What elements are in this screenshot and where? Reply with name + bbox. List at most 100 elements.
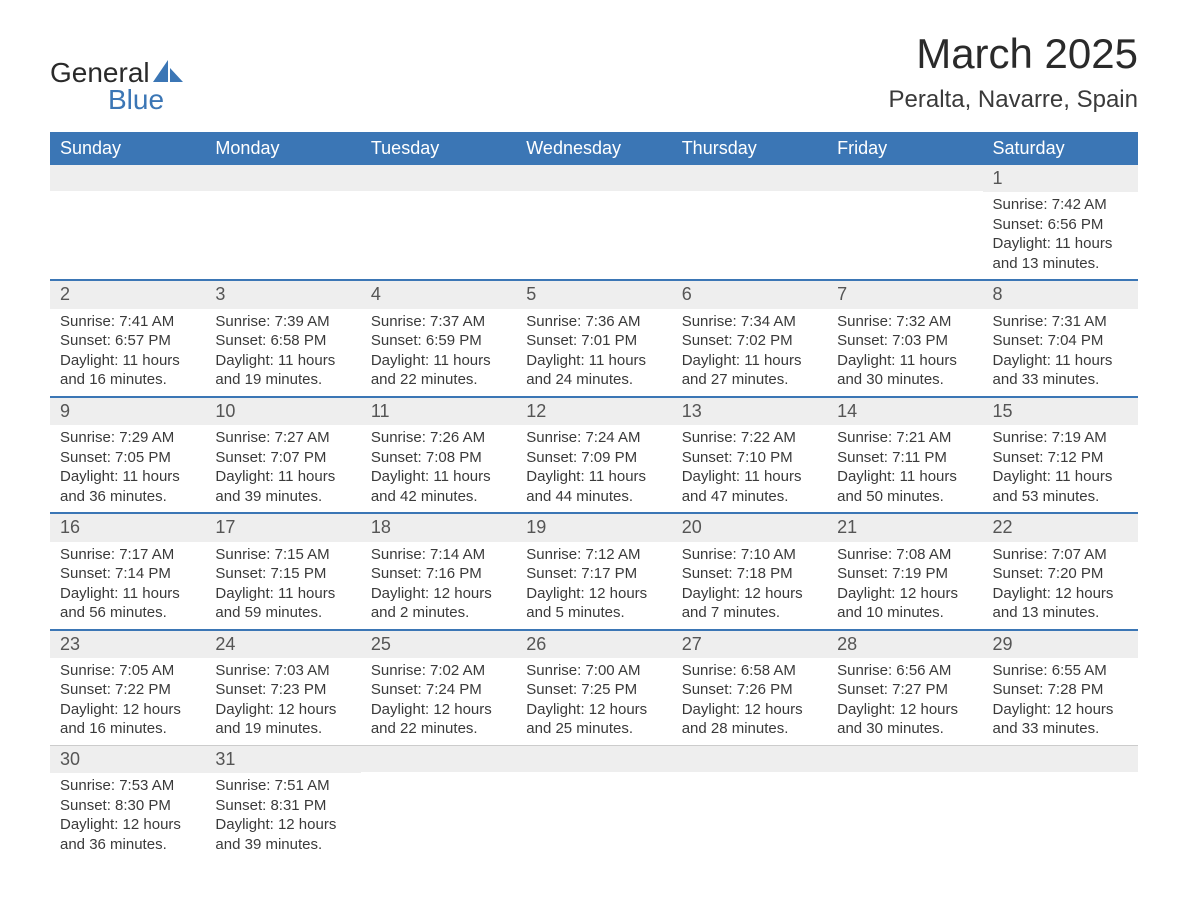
calendar-cell: 16Sunrise: 7:17 AMSunset: 7:14 PMDayligh… (50, 513, 205, 629)
sunset-line: Sunset: 7:23 PM (215, 680, 350, 700)
day-number: 14 (827, 398, 982, 425)
calendar-cell: 15Sunrise: 7:19 AMSunset: 7:12 PMDayligh… (983, 397, 1138, 513)
calendar-cell: 26Sunrise: 7:00 AMSunset: 7:25 PMDayligh… (516, 630, 671, 746)
daylight-line: and 36 minutes. (60, 487, 195, 507)
daylight-line: and 25 minutes. (526, 719, 661, 739)
daylight-line: Daylight: 12 hours (371, 584, 506, 604)
day-details: Sunrise: 7:00 AMSunset: 7:25 PMDaylight:… (516, 658, 671, 745)
day-details: Sunrise: 7:21 AMSunset: 7:11 PMDaylight:… (827, 425, 982, 512)
calendar-cell (205, 165, 360, 280)
daylight-line: Daylight: 12 hours (215, 815, 350, 835)
page-title: March 2025 (889, 30, 1138, 78)
sunset-line: Sunset: 7:09 PM (526, 448, 661, 468)
sunrise-line: Sunrise: 7:37 AM (371, 312, 506, 332)
sunrise-line: Sunrise: 7:21 AM (837, 428, 972, 448)
daylight-line: and 33 minutes. (993, 370, 1128, 390)
day-number: 6 (672, 281, 827, 308)
calendar-cell: 8Sunrise: 7:31 AMSunset: 7:04 PMDaylight… (983, 280, 1138, 396)
calendar-cell (983, 745, 1138, 860)
daylight-line: Daylight: 11 hours (215, 584, 350, 604)
daylight-line: and 16 minutes. (60, 719, 195, 739)
calendar-cell (516, 165, 671, 280)
day-details: Sunrise: 7:26 AMSunset: 7:08 PMDaylight:… (361, 425, 516, 512)
daylight-line: Daylight: 11 hours (371, 351, 506, 371)
weekday-header-row: Sunday Monday Tuesday Wednesday Thursday… (50, 132, 1138, 165)
sunrise-line: Sunrise: 7:31 AM (993, 312, 1128, 332)
daylight-line: Daylight: 11 hours (60, 467, 195, 487)
day-number: 29 (983, 631, 1138, 658)
daylight-line: Daylight: 11 hours (215, 351, 350, 371)
empty-day (50, 165, 205, 191)
day-number: 21 (827, 514, 982, 541)
day-details: Sunrise: 7:32 AMSunset: 7:03 PMDaylight:… (827, 309, 982, 396)
calendar-body: 1Sunrise: 7:42 AMSunset: 6:56 PMDaylight… (50, 165, 1138, 860)
day-details: Sunrise: 6:55 AMSunset: 7:28 PMDaylight:… (983, 658, 1138, 745)
empty-day (827, 746, 982, 772)
daylight-line: Daylight: 12 hours (993, 584, 1128, 604)
day-details: Sunrise: 7:17 AMSunset: 7:14 PMDaylight:… (50, 542, 205, 629)
day-details: Sunrise: 7:14 AMSunset: 7:16 PMDaylight:… (361, 542, 516, 629)
empty-day (361, 165, 516, 191)
calendar-cell (827, 745, 982, 860)
day-number: 2 (50, 281, 205, 308)
sunset-line: Sunset: 7:08 PM (371, 448, 506, 468)
empty-day (983, 746, 1138, 772)
sunset-line: Sunset: 7:27 PM (837, 680, 972, 700)
sunrise-line: Sunrise: 7:27 AM (215, 428, 350, 448)
daylight-line: and 36 minutes. (60, 835, 195, 855)
sunset-line: Sunset: 7:25 PM (526, 680, 661, 700)
calendar-cell: 1Sunrise: 7:42 AMSunset: 6:56 PMDaylight… (983, 165, 1138, 280)
day-number: 22 (983, 514, 1138, 541)
sunrise-line: Sunrise: 7:24 AM (526, 428, 661, 448)
daylight-line: and 19 minutes. (215, 370, 350, 390)
calendar-cell: 7Sunrise: 7:32 AMSunset: 7:03 PMDaylight… (827, 280, 982, 396)
sunset-line: Sunset: 6:56 PM (993, 215, 1128, 235)
daylight-line: Daylight: 11 hours (526, 467, 661, 487)
logo-word-blue: Blue (50, 84, 164, 115)
header: General Blue March 2025 Peralta, Navarre… (50, 30, 1138, 114)
daylight-line: Daylight: 11 hours (993, 467, 1128, 487)
day-details: Sunrise: 7:37 AMSunset: 6:59 PMDaylight:… (361, 309, 516, 396)
logo-sail-icon (153, 60, 183, 82)
daylight-line: and 30 minutes. (837, 370, 972, 390)
daylight-line: and 50 minutes. (837, 487, 972, 507)
day-number: 26 (516, 631, 671, 658)
empty-day (672, 746, 827, 772)
daylight-line: and 27 minutes. (682, 370, 817, 390)
calendar-cell (361, 165, 516, 280)
calendar-cell: 13Sunrise: 7:22 AMSunset: 7:10 PMDayligh… (672, 397, 827, 513)
day-number: 19 (516, 514, 671, 541)
daylight-line: and 44 minutes. (526, 487, 661, 507)
sunset-line: Sunset: 7:15 PM (215, 564, 350, 584)
calendar-week-row: 23Sunrise: 7:05 AMSunset: 7:22 PMDayligh… (50, 630, 1138, 746)
daylight-line: and 22 minutes. (371, 370, 506, 390)
sunset-line: Sunset: 7:10 PM (682, 448, 817, 468)
calendar-cell: 20Sunrise: 7:10 AMSunset: 7:18 PMDayligh… (672, 513, 827, 629)
daylight-line: and 42 minutes. (371, 487, 506, 507)
day-number: 30 (50, 746, 205, 773)
day-number: 12 (516, 398, 671, 425)
calendar-cell (516, 745, 671, 860)
calendar-cell: 3Sunrise: 7:39 AMSunset: 6:58 PMDaylight… (205, 280, 360, 396)
day-details: Sunrise: 7:12 AMSunset: 7:17 PMDaylight:… (516, 542, 671, 629)
sunset-line: Sunset: 7:11 PM (837, 448, 972, 468)
daylight-line: Daylight: 12 hours (993, 700, 1128, 720)
title-block: March 2025 Peralta, Navarre, Spain (889, 30, 1138, 114)
day-number: 11 (361, 398, 516, 425)
daylight-line: Daylight: 12 hours (526, 584, 661, 604)
calendar-cell: 6Sunrise: 7:34 AMSunset: 7:02 PMDaylight… (672, 280, 827, 396)
calendar-cell: 17Sunrise: 7:15 AMSunset: 7:15 PMDayligh… (205, 513, 360, 629)
sunrise-line: Sunrise: 7:34 AM (682, 312, 817, 332)
day-number: 18 (361, 514, 516, 541)
day-number: 28 (827, 631, 982, 658)
daylight-line: and 10 minutes. (837, 603, 972, 623)
day-details: Sunrise: 7:24 AMSunset: 7:09 PMDaylight:… (516, 425, 671, 512)
sunrise-line: Sunrise: 6:55 AM (993, 661, 1128, 681)
daylight-line: and 16 minutes. (60, 370, 195, 390)
logo-text: General Blue (50, 57, 183, 115)
daylight-line: Daylight: 11 hours (993, 351, 1128, 371)
sunset-line: Sunset: 7:04 PM (993, 331, 1128, 351)
sunrise-line: Sunrise: 7:36 AM (526, 312, 661, 332)
day-number: 1 (983, 165, 1138, 192)
sunset-line: Sunset: 7:14 PM (60, 564, 195, 584)
